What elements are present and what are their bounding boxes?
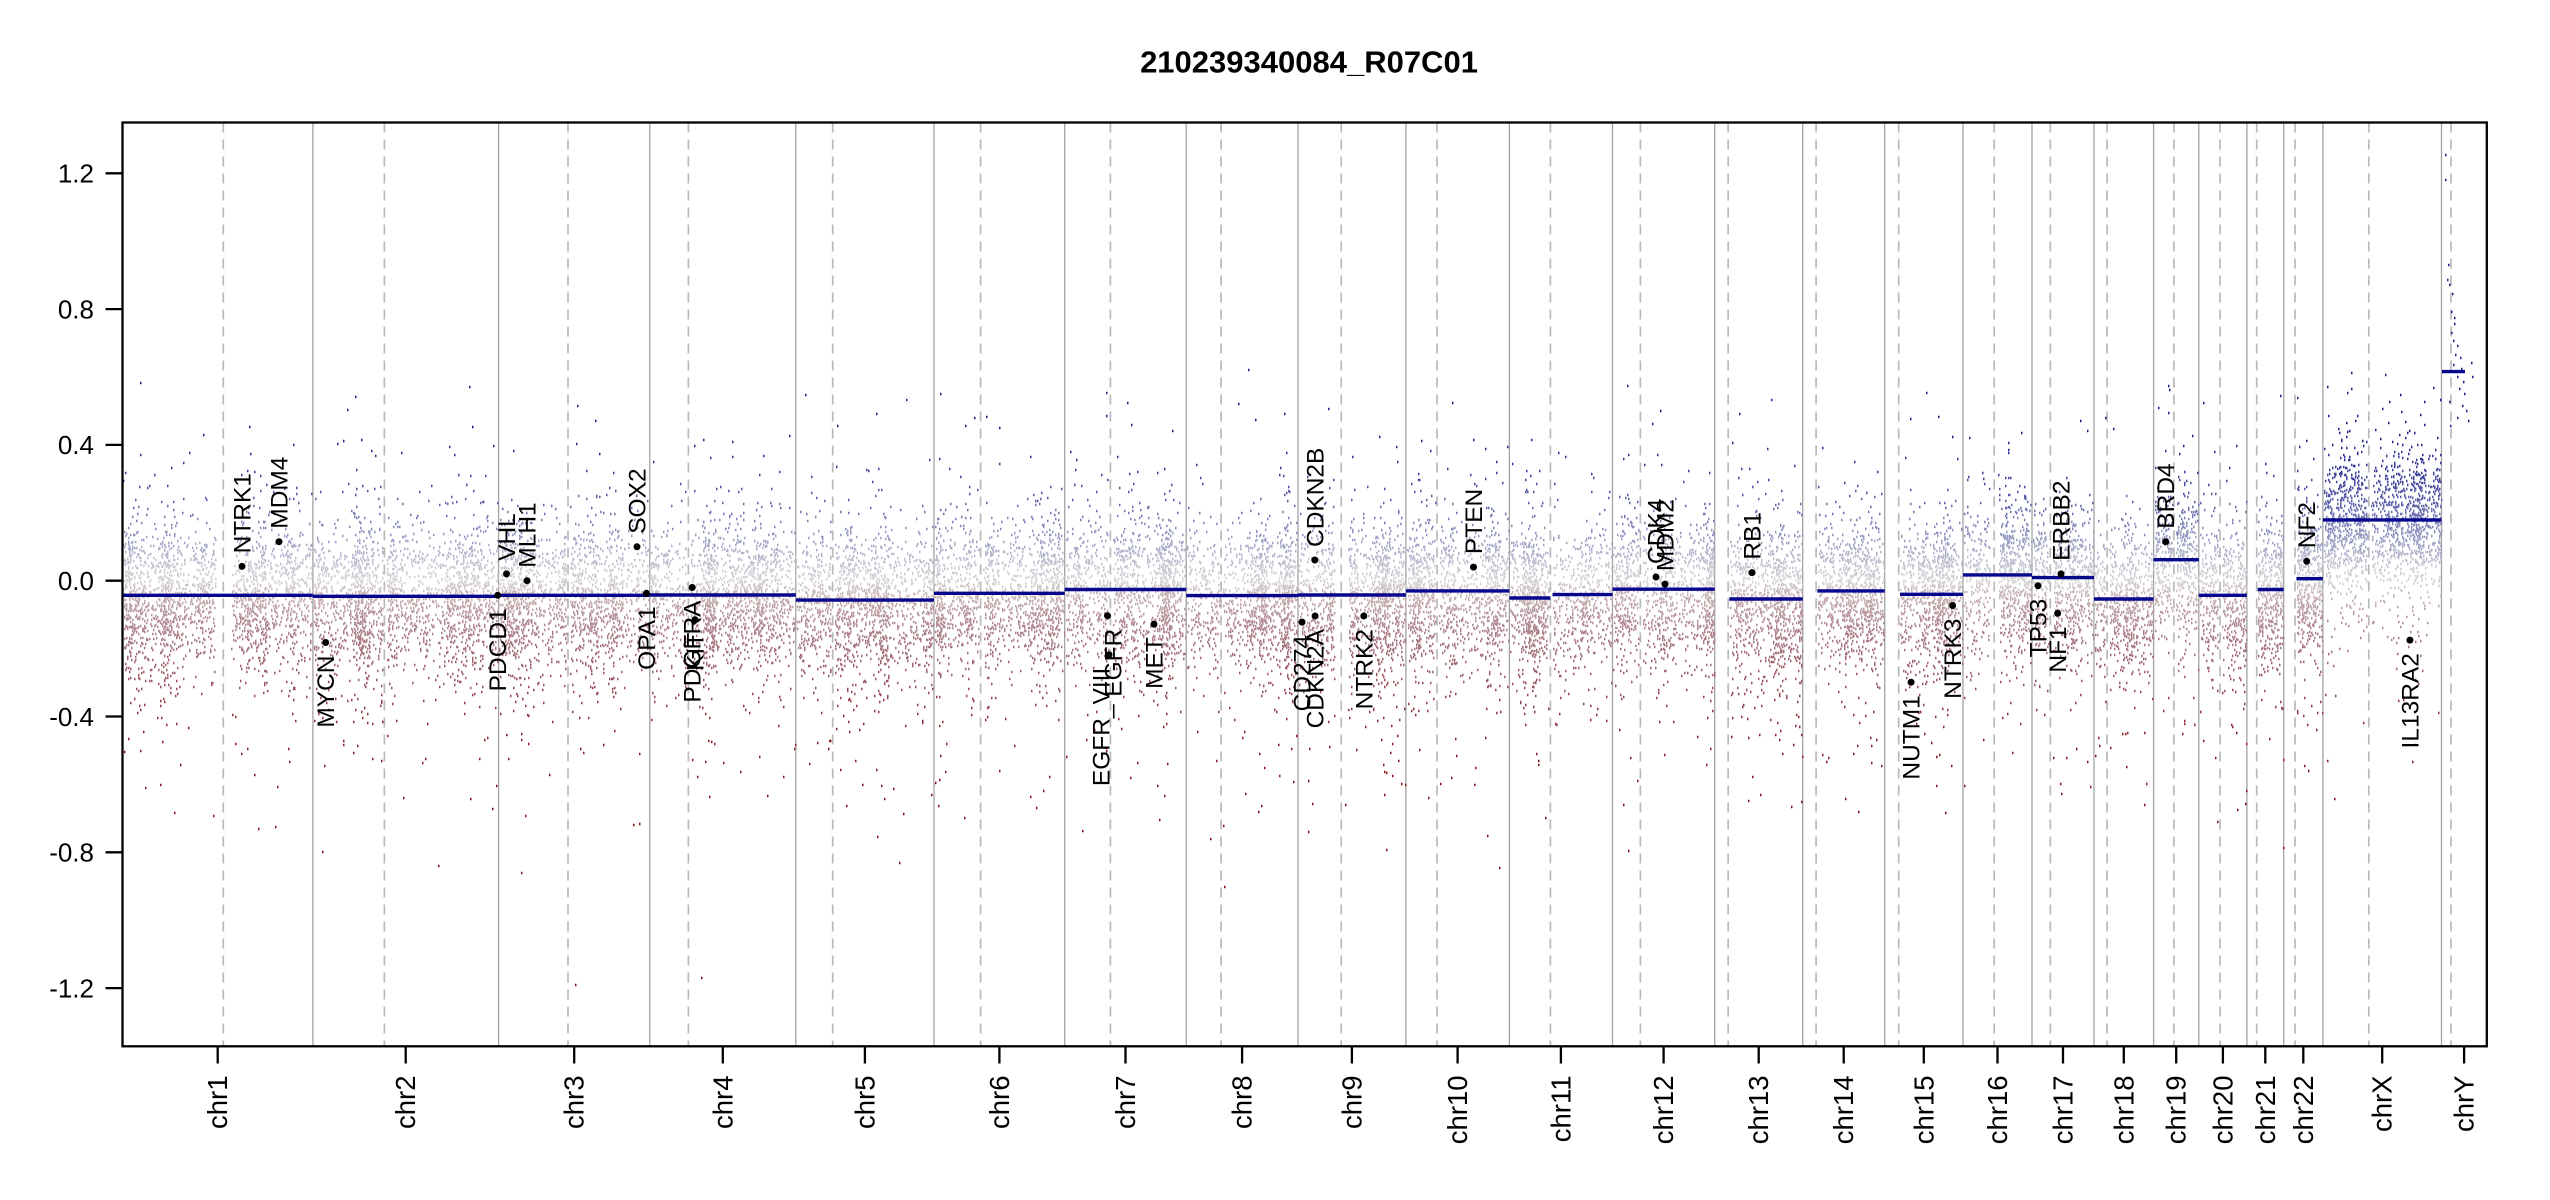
svg-text:chr9: chr9 [1336, 1076, 1367, 1130]
svg-text:1.2: 1.2 [58, 159, 94, 189]
svg-text:NF2: NF2 [2294, 502, 2321, 548]
svg-text:ERBB2: ERBB2 [2049, 481, 2076, 561]
svg-text:chr12: chr12 [1648, 1076, 1679, 1145]
svg-text:BRD4: BRD4 [2153, 463, 2180, 528]
svg-text:TP53: TP53 [2026, 599, 2053, 658]
svg-text:chr22: chr22 [2288, 1076, 2319, 1145]
svg-text:NF1: NF1 [2045, 626, 2072, 672]
svg-text:0.8: 0.8 [58, 294, 94, 324]
svg-text:chrY: chrY [2449, 1076, 2480, 1133]
svg-text:NUTM1: NUTM1 [1899, 695, 1926, 779]
svg-text:chr8: chr8 [1227, 1076, 1258, 1130]
svg-text:chr16: chr16 [1982, 1076, 2013, 1145]
svg-text:chr4: chr4 [707, 1076, 738, 1130]
svg-text:MLH1: MLH1 [515, 502, 542, 567]
svg-text:chr17: chr17 [2048, 1076, 2079, 1145]
svg-text:210239340084_R07C01: 210239340084_R07C01 [1140, 45, 1478, 80]
svg-text:-0.4: -0.4 [49, 702, 94, 732]
svg-text:CD274: CD274 [1290, 635, 1317, 711]
svg-text:chr15: chr15 [1908, 1076, 1939, 1145]
svg-text:chr11: chr11 [1545, 1076, 1576, 1143]
svg-text:NTRK3: NTRK3 [1940, 619, 1967, 699]
svg-text:0.4: 0.4 [58, 430, 94, 460]
svg-text:PDCD1: PDCD1 [485, 608, 512, 691]
svg-text:MDM2: MDM2 [1653, 499, 1680, 571]
svg-text:CDKN2B: CDKN2B [1302, 448, 1329, 547]
svg-text:VHL: VHL [494, 513, 521, 561]
svg-text:-0.8: -0.8 [49, 838, 94, 868]
svg-text:-1.2: -1.2 [49, 973, 94, 1003]
svg-text:SOX2: SOX2 [625, 468, 652, 533]
svg-text:EGFR: EGFR [1101, 629, 1128, 697]
svg-text:0.0: 0.0 [58, 566, 94, 596]
svg-text:NTRK2: NTRK2 [1351, 629, 1378, 709]
svg-text:chr2: chr2 [390, 1076, 421, 1130]
svg-text:chr13: chr13 [1743, 1076, 1774, 1145]
svg-text:MYCN: MYCN [313, 656, 340, 728]
svg-text:PTEN: PTEN [1461, 489, 1488, 554]
svg-text:CDKN2A: CDKN2A [1303, 628, 1330, 728]
svg-text:chr1: chr1 [202, 1076, 233, 1130]
svg-text:EGFR_VIII: EGFR_VIII [1089, 668, 1116, 786]
svg-text:PDGFRA: PDGFRA [680, 600, 707, 703]
svg-text:MET: MET [1142, 637, 1169, 689]
svg-text:chr6: chr6 [984, 1076, 1015, 1130]
svg-text:IL13RA2: IL13RA2 [2397, 653, 2424, 748]
svg-text:chr10: chr10 [1442, 1076, 1473, 1145]
svg-text:OPA1: OPA1 [634, 606, 661, 670]
svg-text:MDM4: MDM4 [267, 457, 294, 529]
svg-text:chr20: chr20 [2207, 1076, 2238, 1145]
svg-text:chr18: chr18 [2108, 1076, 2139, 1145]
svg-text:chr19: chr19 [2161, 1076, 2192, 1145]
svg-text:chr21: chr21 [2250, 1076, 2281, 1145]
svg-text:chr3: chr3 [559, 1076, 590, 1130]
svg-text:RB1: RB1 [1740, 512, 1767, 560]
svg-text:KIT: KIT [683, 633, 710, 671]
svg-text:chr14: chr14 [1828, 1076, 1859, 1145]
svg-text:chr5: chr5 [849, 1076, 880, 1130]
svg-text:chr7: chr7 [1110, 1076, 1141, 1130]
svg-text:chrX: chrX [2367, 1076, 2398, 1133]
svg-text:CDK4: CDK4 [1644, 499, 1671, 564]
svg-text:NTRK1: NTRK1 [230, 473, 257, 553]
